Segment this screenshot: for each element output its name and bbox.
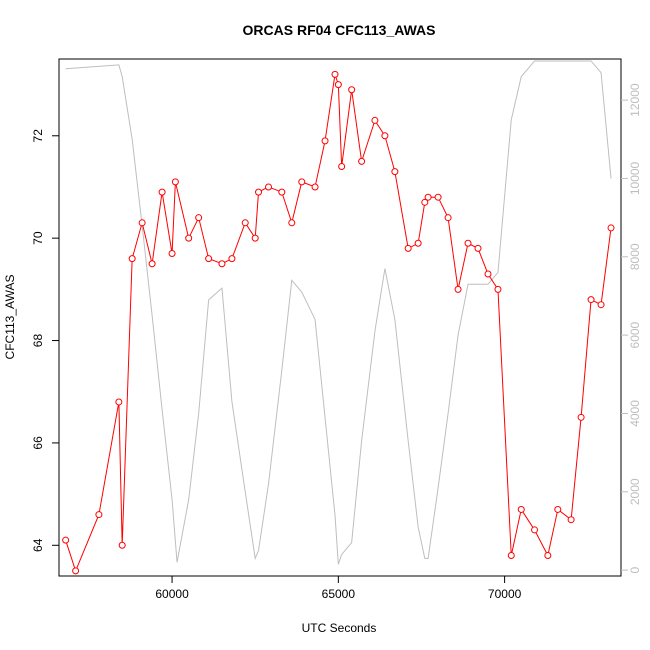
y2-tick-label: 2000 (628, 478, 642, 505)
data-point (298, 178, 306, 186)
data-point (434, 193, 442, 201)
data-point (404, 244, 412, 252)
chart-title: ORCAS RF04 CFC113_AWAS (243, 22, 436, 38)
data-point (421, 198, 429, 206)
data-point (474, 244, 482, 252)
data-point (255, 188, 263, 196)
data-point (171, 178, 179, 186)
data-point (331, 70, 339, 78)
x-axis-label: UTC Seconds (302, 621, 377, 635)
y-tick-label: 68 (31, 334, 45, 348)
data-point (607, 224, 615, 232)
data-point (587, 296, 595, 304)
data-point (138, 219, 146, 227)
plot-frame (58, 58, 622, 577)
data-point (338, 162, 346, 170)
data-point (241, 219, 249, 227)
data-point (334, 81, 342, 89)
data-point (444, 214, 452, 222)
data-point (118, 541, 126, 549)
data-point (454, 285, 462, 293)
data-point (597, 301, 605, 309)
data-point (228, 255, 236, 263)
data-point (484, 270, 492, 278)
data-point (218, 260, 226, 268)
data-point (358, 157, 366, 165)
data-point (265, 183, 273, 191)
y2-tick-label: 0 (628, 566, 642, 573)
data-point (128, 255, 136, 263)
data-point (544, 552, 552, 560)
data-point (567, 516, 575, 524)
data-point (531, 526, 539, 534)
data-point (95, 511, 103, 519)
x-tick-label: 70000 (488, 587, 522, 601)
y-axis: 64 66 68 70 72 (31, 129, 59, 552)
data-point (424, 193, 432, 201)
data-point (311, 183, 319, 191)
data-point (464, 239, 472, 247)
data-point (148, 260, 156, 268)
y2-tick-label: 10000 (628, 161, 642, 195)
x-tick-label: 60000 (155, 587, 189, 601)
data-point (494, 285, 502, 293)
y2-tick-label: 12000 (628, 83, 642, 117)
data-point (158, 188, 166, 196)
data-point (205, 255, 213, 263)
data-point (321, 137, 329, 145)
data-point (414, 239, 422, 247)
data-point (517, 505, 525, 513)
y-tick-label: 64 (31, 538, 45, 552)
y2-tick-label: 8000 (628, 243, 642, 270)
data-point (195, 214, 203, 222)
x-axis: 60000 65000 70000 (155, 576, 522, 601)
x-tick-label: 65000 (322, 587, 356, 601)
data-point (381, 132, 389, 140)
data-point (371, 116, 379, 124)
data-point (115, 398, 123, 406)
data-point (288, 219, 296, 227)
y2-axis: 0 2000 4000 6000 8000 10000 12000 (621, 83, 642, 573)
data-point (577, 413, 585, 421)
data-point (391, 168, 399, 176)
series-line-right (65, 60, 612, 565)
y-axis-label: CFC113_AWAS (3, 275, 17, 360)
data-point (185, 234, 193, 242)
data-point (168, 250, 176, 258)
data-point (348, 86, 356, 94)
data-point (554, 505, 562, 513)
y-tick-label: 72 (31, 129, 45, 143)
data-point (72, 567, 80, 575)
y2-tick-label: 4000 (628, 400, 642, 427)
data-point (507, 552, 515, 560)
y-tick-label: 70 (31, 231, 45, 245)
data-point (62, 536, 70, 544)
series-line-left (65, 74, 612, 573)
y-tick-label: 66 (31, 436, 45, 450)
series-layer (62, 60, 615, 575)
data-point (251, 234, 259, 242)
y2-tick-label: 6000 (628, 321, 642, 348)
data-point (278, 188, 286, 196)
